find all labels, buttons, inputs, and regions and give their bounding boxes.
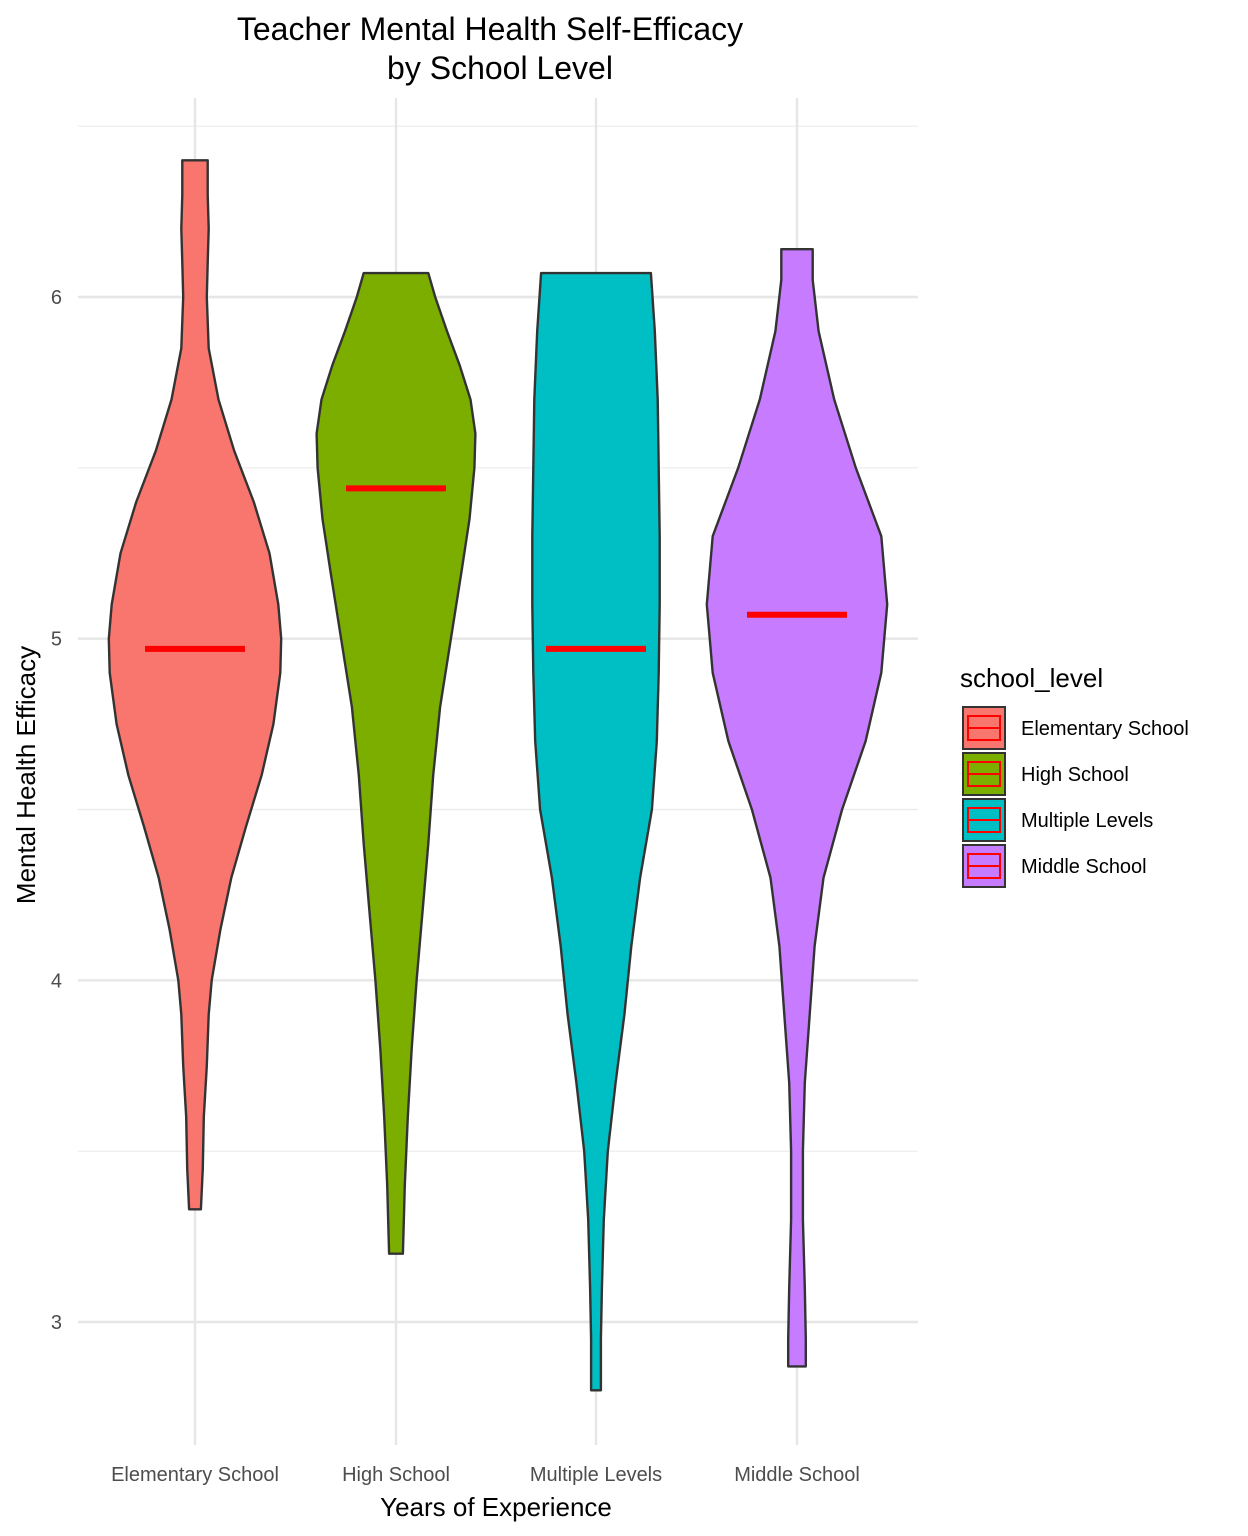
y-tick-label: 5	[51, 629, 62, 651]
x-axis-title: Years of Experience	[380, 1492, 612, 1522]
violin-middle-school	[705, 248, 889, 1368]
legend-label: Multiple Levels	[1021, 810, 1153, 832]
x-tick-label: Middle School	[734, 1464, 860, 1486]
legend-items: Elementary School High School Multiple Lev…	[962, 706, 1189, 888]
legend-label: High School	[1021, 764, 1129, 786]
x-axis-ticks: Elementary School High School Multiple Lev…	[111, 1464, 860, 1486]
x-tick-label: High School	[342, 1464, 450, 1486]
legend: school_level Elementary School High Schoo…	[960, 663, 1189, 888]
violins	[107, 159, 889, 1392]
x-tick-label: Elementary School	[111, 1464, 279, 1486]
legend-item-middle-school: Middle School	[962, 844, 1147, 888]
median-lines	[145, 485, 847, 652]
chart-title-line1: Teacher Mental Health Self-Efficacy	[237, 11, 743, 47]
y-axis-ticks: 3 4 5 6	[51, 287, 62, 1334]
legend-title: school_level	[960, 663, 1103, 693]
y-tick-label: 6	[51, 287, 62, 309]
y-tick-label: 3	[51, 1312, 62, 1334]
violin-elementary-school	[107, 159, 283, 1211]
legend-item-multiple-levels: Multiple Levels	[962, 798, 1153, 842]
x-tick-label: Multiple Levels	[530, 1464, 662, 1486]
violin-high-school	[315, 271, 477, 1255]
chart-title-line2: by School Level	[387, 50, 613, 86]
legend-label: Middle School	[1021, 856, 1147, 878]
legend-label: Elementary School	[1021, 718, 1189, 740]
legend-item-high-school: High School	[962, 752, 1129, 796]
violin-multiple-levels	[531, 271, 661, 1392]
y-axis-title: Mental Health Efficacy	[11, 646, 41, 904]
y-tick-label: 4	[51, 970, 62, 992]
legend-item-elementary-school: Elementary School	[962, 706, 1189, 750]
